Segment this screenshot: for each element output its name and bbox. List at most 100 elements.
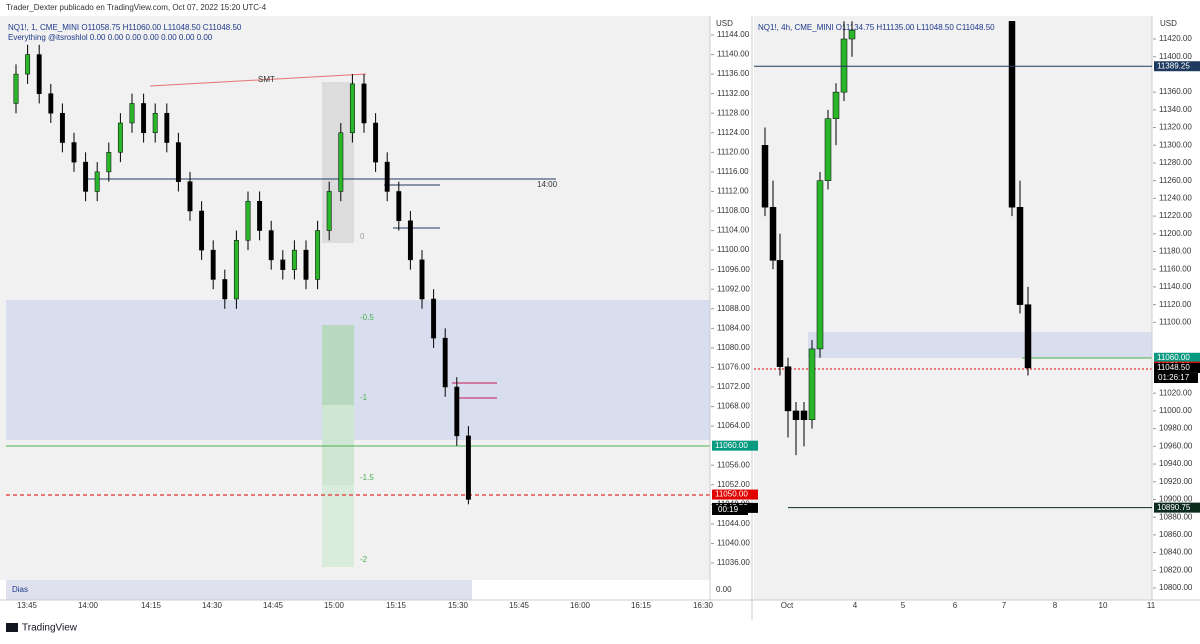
x-tick-label: 16:15	[631, 601, 652, 610]
price-badge-label: 11389.25	[1157, 61, 1190, 70]
price-badge	[1154, 352, 1200, 363]
y-tick-label: 11140.00	[1159, 282, 1192, 291]
candle-body	[454, 386, 460, 437]
candle-body	[291, 249, 297, 270]
y-tick-label: 11068.00	[717, 402, 750, 411]
footer: TradingView	[22, 623, 78, 634]
y-tick-label: 11100.00	[717, 245, 750, 254]
countdown: 00:19	[718, 505, 739, 514]
candles	[13, 44, 471, 505]
candle-body	[106, 152, 112, 173]
candle-body	[848, 29, 856, 40]
y-tick-label: 10840.00	[1159, 548, 1193, 557]
x-tick-label: 15:15	[386, 601, 407, 610]
x-tick-label: 6	[953, 601, 958, 610]
candle-body	[326, 191, 332, 231]
x-tick-label: 11	[1147, 601, 1156, 610]
price-badge	[712, 489, 758, 500]
x-tick-label: Oct	[781, 601, 794, 610]
candle-body	[83, 161, 89, 192]
pane-bg	[6, 580, 472, 600]
currency: USD	[716, 19, 733, 28]
x-tick-label: 7	[1002, 601, 1007, 610]
x-tick-label: 10	[1099, 601, 1108, 610]
y-tick-label: 11280.00	[1159, 158, 1192, 167]
y-tick-label: 11020.00	[1159, 388, 1192, 397]
x-tick-label: 15:00	[324, 601, 345, 610]
y-tick-label: 11120.00	[1159, 300, 1192, 309]
y-tick-label: 10920.00	[1159, 477, 1193, 486]
y-tick-label: 11116.00	[717, 167, 749, 176]
candle-body	[761, 145, 769, 208]
candle-body	[349, 83, 355, 134]
y-tick-label: 11076.00	[717, 363, 750, 372]
candle-body	[776, 260, 784, 367]
candle-body	[832, 91, 840, 119]
candle-body	[1008, 21, 1016, 208]
candle-body	[396, 191, 402, 222]
right-bg	[754, 16, 1152, 600]
smt: SMT	[258, 75, 275, 84]
x-tick-label: 4	[853, 601, 858, 610]
candle-body	[152, 112, 158, 134]
y-tick-label: 11064.00	[717, 421, 750, 430]
y-tick-label: 10860.00	[1159, 530, 1193, 539]
candle-body	[373, 122, 379, 163]
candle-body	[315, 230, 321, 280]
x-tick-label: 15:45	[509, 601, 530, 610]
candle-body	[268, 230, 274, 261]
symbol: NQ1!, 4h, CME_MINI O11134.75 H11135.00 L…	[758, 23, 995, 32]
candle-body	[784, 366, 792, 412]
y-tick-label: 11088.00	[717, 304, 750, 313]
price-badge-label: 11050.00	[715, 490, 748, 499]
price-badge-label: 11060.00	[715, 441, 748, 450]
y-tick-label: 11044.00	[717, 519, 750, 528]
x-tick-label: 16:30	[693, 601, 714, 610]
candle-body	[792, 410, 800, 421]
y-tick-label: 11320.00	[1159, 123, 1192, 132]
y-tick-label: 11260.00	[1159, 176, 1192, 185]
x-tick-label: 8	[1053, 601, 1058, 610]
candles	[761, 21, 1032, 456]
candle-body	[222, 279, 228, 300]
y-tick-label: 10940.00	[1159, 459, 1193, 468]
price-badge	[712, 440, 758, 451]
y-tick-label: 11340.00	[1159, 105, 1192, 114]
y-tick-label: 11136.00	[717, 69, 750, 78]
y-tick-label: 11072.00	[717, 382, 750, 391]
x-tick-label: 14:30	[202, 601, 223, 610]
y-tick-label: 11096.00	[717, 265, 750, 274]
line-label: 14:00	[537, 180, 558, 189]
candle-body	[1024, 304, 1032, 369]
y-tick-label: 10880.00	[1159, 512, 1193, 521]
y-tick-label: 11124.00	[717, 128, 750, 137]
candle-body	[419, 259, 425, 300]
x-tick-label: 15:30	[448, 601, 469, 610]
candle-body	[233, 240, 239, 300]
smt-line	[149, 73, 367, 87]
candle-body	[431, 298, 437, 339]
y-tick-label: 11108.00	[717, 206, 750, 215]
candle-body	[13, 73, 19, 104]
y-tick-label: 11180.00	[1159, 247, 1192, 256]
candle-body	[808, 348, 816, 421]
y-tick-label: 11128.00	[717, 108, 750, 117]
y-tick-label: 11112.00	[717, 187, 749, 196]
candle-body	[303, 249, 309, 280]
candle-body	[769, 206, 777, 261]
y-tick-label: 11300.00	[1159, 140, 1192, 149]
candle-body	[141, 103, 147, 134]
candle-body	[280, 259, 286, 270]
y-tick-label: 11092.00	[717, 284, 750, 293]
y-tick-label: 10960.00	[1159, 441, 1193, 450]
candle-body	[824, 118, 832, 181]
countdown: 01:26:17	[1158, 373, 1190, 382]
price-badge-label: 10890.75	[1157, 503, 1191, 512]
fib-level: 0	[360, 232, 365, 241]
x-tick-label: 14:00	[78, 601, 99, 610]
candle-body	[257, 200, 263, 231]
x-tick-label: 14:45	[263, 601, 284, 610]
y-tick-label: 11140.00	[717, 50, 750, 59]
price-badge	[1154, 362, 1200, 373]
